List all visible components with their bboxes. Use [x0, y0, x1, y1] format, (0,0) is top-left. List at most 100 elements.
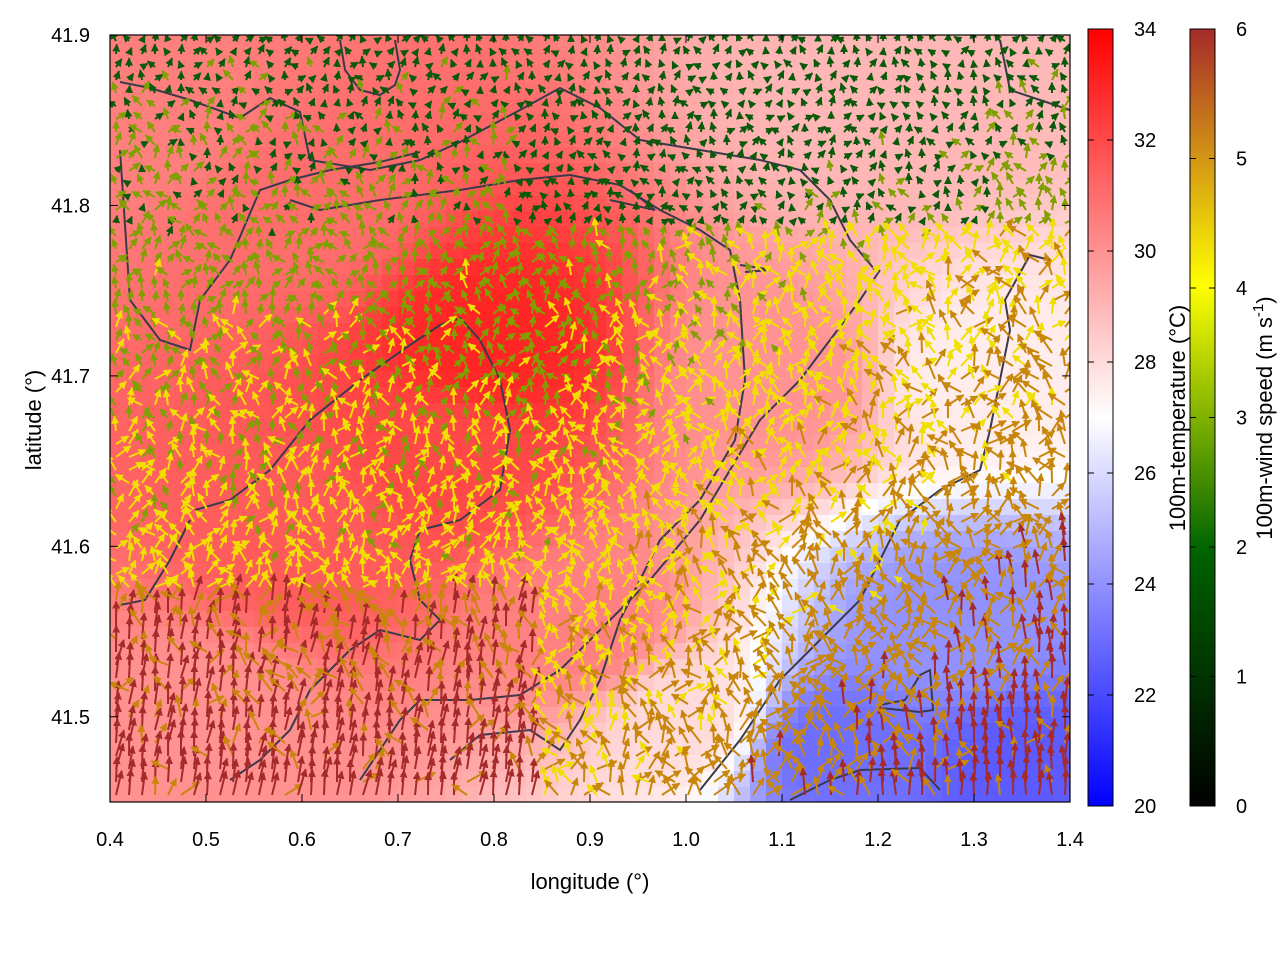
temperature-cell — [1054, 771, 1070, 788]
temperature-cell — [558, 99, 575, 116]
temperature-cell — [110, 147, 127, 164]
temperature-cell — [510, 67, 527, 84]
wind-vector — [489, 730, 498, 757]
temperature-cell — [382, 451, 399, 468]
temperature-cell — [878, 387, 895, 404]
temperature-cell — [654, 163, 671, 180]
temperature-cell — [830, 115, 847, 132]
temperature-cell — [558, 771, 575, 788]
temperature-cell — [766, 323, 783, 340]
temperature-cell — [1006, 403, 1023, 420]
temperature-cell — [558, 387, 575, 404]
temperature-cell — [702, 627, 719, 644]
wind-vector — [138, 590, 147, 614]
temperature-cell — [622, 35, 639, 52]
temperature-cell — [430, 51, 447, 68]
temperature-cell — [622, 211, 639, 228]
wind-vector — [397, 163, 406, 172]
temperature-cell — [798, 35, 815, 52]
temperature-cell — [126, 243, 143, 260]
temperature-cell — [734, 355, 751, 372]
temperature-cell — [894, 787, 911, 802]
wind-vector — [215, 99, 224, 108]
temperature-cell — [1022, 707, 1039, 724]
temperature-cell — [910, 355, 927, 372]
temperature-cell — [910, 419, 927, 436]
temperature-cell — [174, 147, 191, 164]
temperature-cell — [846, 51, 863, 68]
temperature-cell — [174, 67, 191, 84]
temperature-cell — [686, 339, 703, 356]
temperature-cell — [606, 163, 623, 180]
temperature-cell — [222, 419, 239, 436]
wind-vector — [463, 467, 472, 484]
temperature-cell — [382, 211, 399, 228]
wind-vector — [489, 366, 498, 380]
temperature-cell — [814, 131, 831, 148]
temperature-cell — [382, 643, 399, 660]
temperature-cell — [478, 131, 495, 148]
temperature-cell — [334, 531, 351, 548]
temperature-cell — [510, 787, 527, 802]
temperature-cell — [782, 339, 799, 356]
temperature-cell — [334, 147, 351, 164]
temperature-cell — [526, 307, 543, 324]
temperature-cell — [990, 307, 1007, 324]
temperature-cell — [798, 579, 815, 596]
temperature-cell — [910, 147, 927, 164]
temperature-cell — [782, 403, 799, 420]
temperature-cell — [942, 739, 959, 756]
wind-vector — [437, 615, 446, 640]
wind-vector — [138, 705, 147, 731]
wind-vector — [332, 309, 341, 328]
wind-vector — [138, 667, 147, 692]
temperature-cell — [574, 307, 591, 324]
wind-vector — [411, 613, 420, 640]
temperature-cell — [254, 787, 271, 802]
temperature-cell — [830, 67, 847, 84]
wind-vector — [190, 664, 199, 692]
wind-vector — [202, 429, 211, 445]
temperature-cell — [510, 563, 527, 580]
temperature-cell — [1054, 707, 1070, 724]
temperature-cell — [446, 275, 463, 292]
temperature-cell — [334, 131, 351, 148]
temperature-cell — [910, 35, 927, 52]
temperature-cell — [670, 51, 687, 68]
temperature-cell — [814, 35, 831, 52]
temperature-cell — [638, 499, 655, 516]
temperature-cell — [302, 387, 319, 404]
wind-vector — [449, 387, 458, 406]
temperature-cell — [686, 131, 703, 148]
temperature-cell — [222, 643, 239, 660]
temperature-cell — [750, 115, 767, 132]
temperature-cell — [1022, 147, 1039, 164]
temperature-cell — [318, 419, 335, 436]
temperature-cell — [622, 787, 639, 802]
temperature-cell — [174, 403, 191, 420]
temperature-cell — [174, 179, 191, 196]
temperature-cell — [398, 531, 415, 548]
temperature-cell — [190, 787, 207, 802]
temperature-cell — [254, 691, 271, 708]
temperature-cell — [942, 131, 959, 148]
temperature-cell — [558, 195, 575, 212]
temperature-cell — [942, 403, 959, 420]
temperature-cell — [478, 35, 495, 52]
temperature-cell — [974, 723, 991, 740]
temperature-cell — [974, 83, 991, 100]
temperature-cell — [574, 275, 591, 292]
temperature-cell — [734, 499, 751, 516]
temperature-cell — [942, 227, 959, 244]
temperature-cell — [366, 67, 383, 84]
temperature-cell — [526, 211, 543, 228]
temperature-cell — [862, 35, 879, 52]
wind-vector — [125, 616, 134, 640]
temperature-cell — [446, 243, 463, 260]
temperature-cell — [878, 419, 895, 436]
temperature-cell — [462, 259, 479, 276]
temperature-cell — [446, 83, 463, 100]
temperature-cell — [670, 755, 687, 772]
temperature-cell — [686, 275, 703, 292]
